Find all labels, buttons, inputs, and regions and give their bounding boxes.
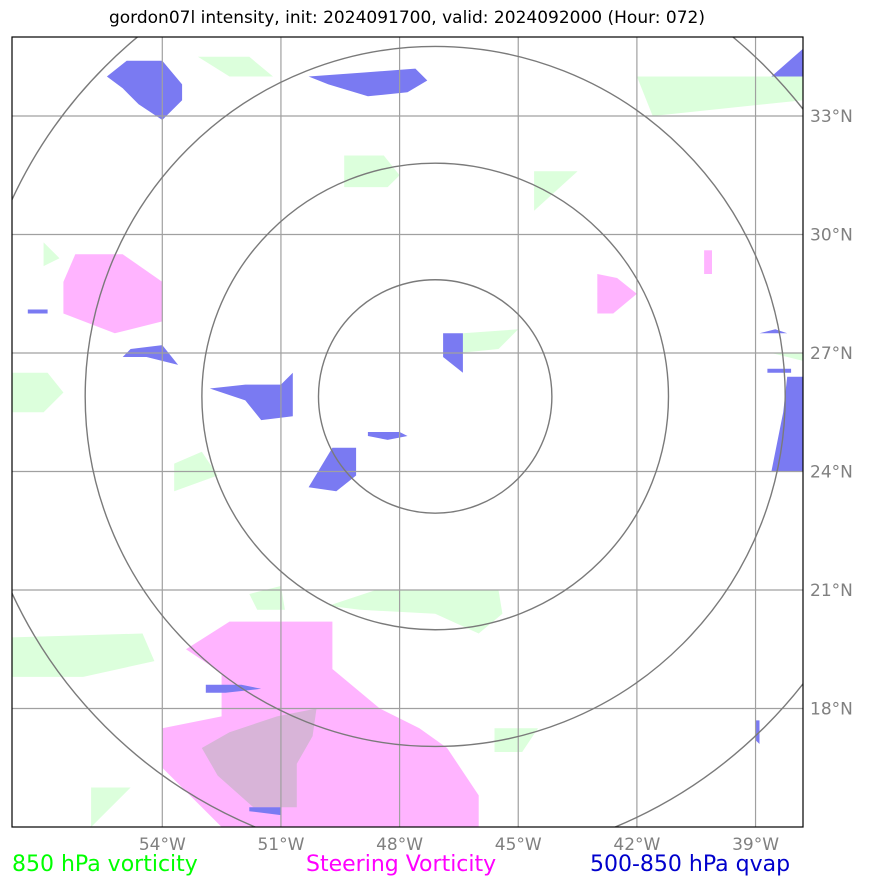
qvap-region bbox=[308, 68, 428, 97]
range-ring bbox=[84, 45, 786, 748]
legend-qvap: 500-850 hPa qvap bbox=[590, 852, 791, 877]
qvap-region bbox=[755, 720, 760, 744]
qvap-region bbox=[205, 684, 262, 693]
qvap-region bbox=[759, 329, 788, 334]
vorticity-850-region bbox=[328, 590, 503, 634]
qvap-region bbox=[106, 60, 183, 120]
qvap-region bbox=[771, 376, 803, 472]
contour-layers bbox=[12, 48, 803, 827]
range-rings bbox=[12, 37, 803, 827]
tick-labels: 54°W 51°W 48°W 45°W 42°W 39°W 33°N 30°N 27°N 24°N… bbox=[139, 107, 853, 855]
vorticity-850-region bbox=[534, 171, 578, 211]
chart-title: gordon07l intensity, init: 2024091700, v… bbox=[108, 8, 705, 28]
legend-850-vorticity: 850 hPa vorticity bbox=[12, 852, 198, 877]
qvap-region bbox=[308, 447, 357, 492]
qvap-region bbox=[209, 372, 293, 421]
x-tick-label: 54°W bbox=[139, 835, 186, 855]
steering-vorticity-region bbox=[704, 250, 712, 274]
vorticity-850-region bbox=[43, 242, 60, 267]
plot-background bbox=[12, 37, 803, 827]
steering-overlap-region bbox=[201, 708, 317, 808]
steering-vorticity-region bbox=[597, 274, 637, 314]
y-tick-label: 27°N bbox=[810, 344, 853, 364]
vorticity-850-region bbox=[249, 586, 285, 610]
vorticity-850-region bbox=[12, 633, 155, 677]
x-tick-label: 48°W bbox=[376, 835, 423, 855]
qvap-region bbox=[249, 807, 281, 816]
x-tick-label: 51°W bbox=[257, 835, 304, 855]
vorticity-850-region bbox=[458, 329, 519, 353]
vorticity-850-region bbox=[197, 56, 273, 77]
y-tick-label: 18°N bbox=[810, 700, 853, 720]
qvap-region bbox=[367, 432, 408, 440]
range-ring bbox=[317, 279, 553, 514]
qvap-region bbox=[122, 345, 179, 365]
vorticity-850-region bbox=[636, 76, 803, 116]
steering-vorticity-region bbox=[63, 254, 163, 334]
gridlines bbox=[12, 37, 803, 827]
y-tick-label: 33°N bbox=[810, 107, 853, 127]
qvap-region bbox=[771, 48, 803, 77]
range-ring bbox=[201, 162, 670, 631]
y-tick-label: 21°N bbox=[810, 581, 853, 601]
qvap-region bbox=[27, 309, 48, 314]
x-tick-label: 45°W bbox=[495, 835, 542, 855]
y-tick-label: 30°N bbox=[810, 226, 853, 246]
legend-steering-vorticity: Steering Vorticity bbox=[306, 852, 497, 877]
vorticity-850-region bbox=[91, 787, 131, 827]
vorticity-850-region bbox=[12, 372, 64, 413]
plot-frame bbox=[11, 36, 804, 828]
qvap-region bbox=[767, 368, 792, 373]
x-tick-label: 42°W bbox=[613, 835, 660, 855]
x-tick-label: 39°W bbox=[732, 835, 779, 855]
y-tick-label: 24°N bbox=[810, 463, 853, 483]
vorticity-850-region bbox=[771, 353, 803, 361]
